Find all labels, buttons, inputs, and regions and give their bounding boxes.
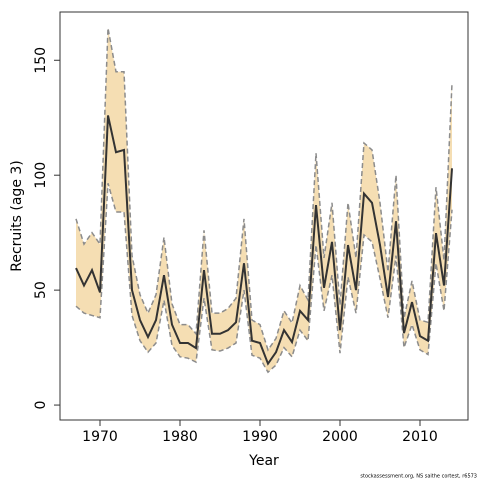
y-axis-label: Recruits (age 3) <box>9 160 25 272</box>
x-tick-label: 1970 <box>82 429 118 445</box>
estimate-line <box>75 115 453 366</box>
y-tick-label: 0 <box>33 401 49 410</box>
lower-bound <box>75 183 453 374</box>
y-tick-label: 100 <box>33 162 49 189</box>
confidence-band <box>76 28 452 373</box>
upper-bound <box>75 27 453 352</box>
y-tick-label: 150 <box>33 47 49 74</box>
x-tick-label: 2000 <box>322 429 358 445</box>
y-tick-label: 50 <box>33 281 49 299</box>
x-tick-label: 1980 <box>162 429 198 445</box>
footnote: stockassessment.org, NS saithe cortest, … <box>360 474 477 480</box>
x-tick-label: 2010 <box>402 429 438 445</box>
x-tick-label: 1990 <box>242 429 278 445</box>
plot-frame <box>59 11 469 421</box>
x-axis-label: Year <box>248 453 279 469</box>
